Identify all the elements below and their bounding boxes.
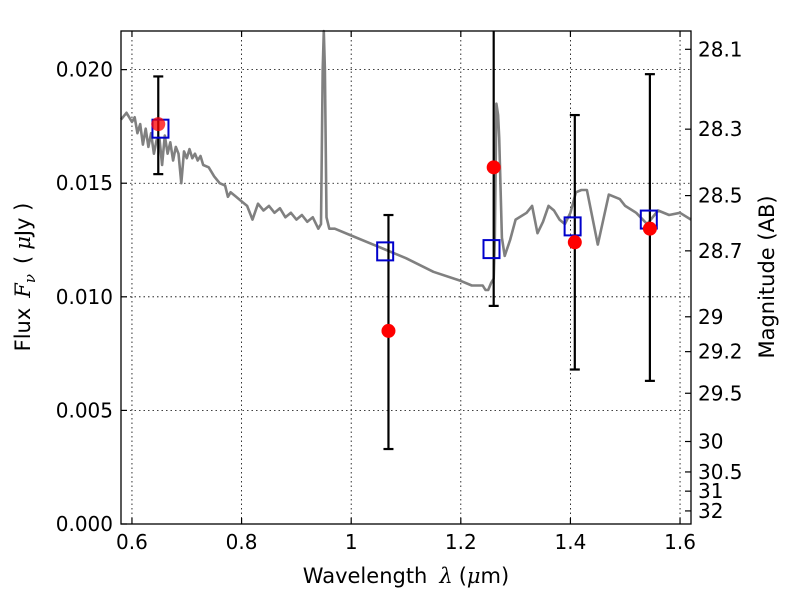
y-tick-label: 0.010: [56, 285, 113, 309]
x-tick-label: 0.6: [116, 530, 148, 554]
observed-point: [642, 221, 657, 236]
y-tick-label: 0.000: [56, 512, 113, 536]
y-tick-label: 0.020: [56, 58, 113, 82]
x-tick-label: 0.8: [226, 530, 258, 554]
plot-frame: [120, 30, 692, 525]
grid: [121, 31, 691, 524]
model-point: [482, 239, 501, 260]
observed-point: [381, 323, 396, 338]
y2-tick-label: 28.1: [698, 37, 743, 61]
y2-tick-label: 32: [698, 499, 723, 523]
y-axis-label: FluxFν(μJy ): [11, 203, 39, 352]
model-point: [563, 216, 582, 237]
y2-tick-label: 31: [698, 479, 723, 503]
model-point: [376, 241, 395, 262]
y2-tick-label: 30: [698, 430, 723, 454]
x-axis-label: Wavelength λ (μm): [303, 564, 509, 588]
y2-tick-label: 29.2: [698, 340, 743, 364]
y2-tick-label: 29: [698, 305, 723, 329]
x-tick-label: 1: [345, 530, 358, 554]
y2-tick-label: 28.7: [698, 239, 743, 263]
x-axis-ticks: 0.6 0.8 1 1.2 1.4 1.6: [116, 31, 696, 554]
y2-tick-label: 28.3: [698, 117, 743, 141]
model-points: [151, 118, 658, 262]
y-tick-label: 0.005: [56, 398, 113, 422]
observed-point: [486, 160, 501, 175]
observed-point: [151, 117, 166, 132]
x-tick-label: 1.6: [664, 530, 696, 554]
observed-points: [151, 117, 657, 338]
y-tick-label: 0.015: [56, 171, 113, 195]
y2-tick-label: 30.5: [698, 460, 743, 484]
y2-tick-label: 28.5: [698, 184, 743, 208]
x-tick-label: 1.2: [445, 530, 477, 554]
y2-tick-label: 29.5: [698, 381, 743, 405]
spectrum-series: [119, 29, 692, 292]
y2-axis-label: Magnitude (AB): [755, 195, 779, 358]
y-axis-ticks: 0.000 0.005 0.010 0.015 0.020: [56, 58, 127, 536]
x-tick-label: 1.4: [555, 530, 587, 554]
observed-point: [567, 235, 582, 250]
spectrum-line: [119, 29, 692, 292]
